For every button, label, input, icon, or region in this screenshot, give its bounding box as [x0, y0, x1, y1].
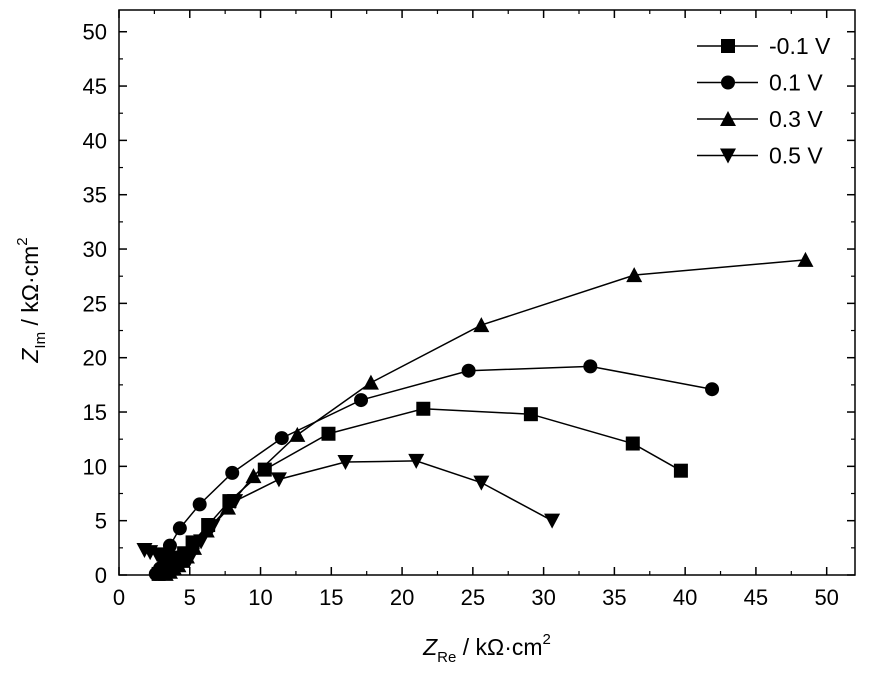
series-layer	[136, 251, 814, 581]
y-tick-label: 0	[95, 563, 107, 588]
data-point	[192, 497, 207, 512]
data-point	[461, 363, 476, 378]
data-point	[198, 522, 215, 538]
data-point	[270, 472, 287, 488]
series-2	[157, 251, 814, 581]
legend-label: -0.1 V	[769, 33, 831, 59]
legend-marker	[720, 148, 736, 164]
data-point	[354, 393, 369, 408]
y-tick-label: 5	[95, 509, 107, 534]
data-point	[797, 251, 814, 267]
data-point	[362, 374, 379, 390]
x-tick-label: 0	[113, 585, 125, 610]
x-tick-label: 35	[602, 585, 626, 610]
series-line	[155, 365, 713, 575]
y-axis-superscript: 2	[14, 237, 31, 245]
x-axis-superscript: 2	[543, 631, 551, 648]
data-point	[225, 465, 240, 480]
data-point	[181, 551, 198, 567]
data-point	[227, 494, 244, 510]
series-0	[151, 401, 688, 581]
legend-item: 0.1 V	[697, 70, 823, 96]
data-point	[583, 359, 598, 374]
y-tick-label: 25	[83, 291, 107, 316]
data-point	[673, 463, 688, 478]
data-point	[625, 436, 640, 451]
legend-marker	[721, 39, 735, 53]
data-point	[172, 521, 187, 536]
x-tick-label: 5	[184, 585, 196, 610]
legend-item: -0.1 V	[697, 33, 831, 59]
x-tick-label: 20	[390, 585, 414, 610]
y-tick-label: 10	[83, 454, 107, 479]
data-point	[408, 453, 425, 469]
legend: -0.1 V 0.1 V 0.3 V 0.5 V	[697, 33, 831, 169]
series-1	[148, 359, 720, 581]
y-tick-label: 45	[83, 74, 107, 99]
x-tick-label: 30	[531, 585, 555, 610]
data-point	[544, 513, 561, 529]
legend-marker	[720, 111, 736, 126]
data-point	[289, 426, 306, 442]
series-3	[136, 453, 561, 572]
data-point	[274, 431, 289, 446]
series-line	[144, 460, 553, 564]
y-axis-unit: / kΩ·cm	[17, 246, 43, 332]
data-point	[257, 462, 272, 477]
x-axis-subscript: Re	[437, 649, 456, 666]
x-tick-label: 40	[673, 585, 697, 610]
series-line	[165, 259, 806, 575]
plot-frame	[118, 9, 856, 576]
legend-label: 0.3 V	[769, 106, 823, 132]
x-axis-symbol: Z	[422, 634, 438, 660]
x-tick-label: 10	[248, 585, 272, 610]
series-line	[158, 408, 682, 575]
data-point	[473, 475, 490, 491]
y-tick-label: 30	[83, 237, 107, 262]
data-point	[705, 382, 720, 397]
x-axis-title: ZRe / kΩ·cm2	[422, 631, 551, 666]
y-tick-label: 15	[83, 400, 107, 425]
data-point	[321, 426, 336, 441]
y-axis-title: ZIm / kΩ·cm2	[14, 237, 49, 363]
y-tick-label: 50	[83, 20, 107, 45]
axis-ticks: 0 5 10 15 20 25 30 35 40 45 50 0 5 10 15 20 25 30 35 40 45 50	[83, 10, 855, 610]
legend-label: 0.1 V	[769, 70, 823, 96]
y-axis-symbol: Z	[17, 348, 43, 364]
legend-item: 0.5 V	[697, 143, 823, 169]
data-point	[204, 519, 221, 535]
data-point	[219, 499, 236, 515]
y-tick-label: 20	[83, 346, 107, 371]
x-tick-label: 15	[319, 585, 343, 610]
data-point	[473, 317, 490, 333]
data-point	[193, 534, 210, 550]
y-tick-label: 35	[83, 183, 107, 208]
y-tick-label: 40	[83, 128, 107, 153]
legend-marker	[721, 75, 735, 90]
x-tick-label: 50	[814, 585, 838, 610]
data-point	[337, 455, 354, 470]
data-point	[626, 267, 643, 283]
x-tick-label: 25	[461, 585, 485, 610]
y-axis-subscript: Im	[32, 332, 49, 349]
x-axis-unit: / kΩ·cm	[456, 634, 542, 660]
data-point	[162, 538, 177, 553]
data-point	[523, 407, 538, 422]
x-tick-label: 45	[744, 585, 768, 610]
legend-label: 0.5 V	[769, 143, 823, 169]
data-point	[416, 401, 431, 416]
data-point	[186, 539, 203, 555]
data-point	[245, 468, 262, 484]
legend-item: 0.3 V	[697, 106, 823, 132]
